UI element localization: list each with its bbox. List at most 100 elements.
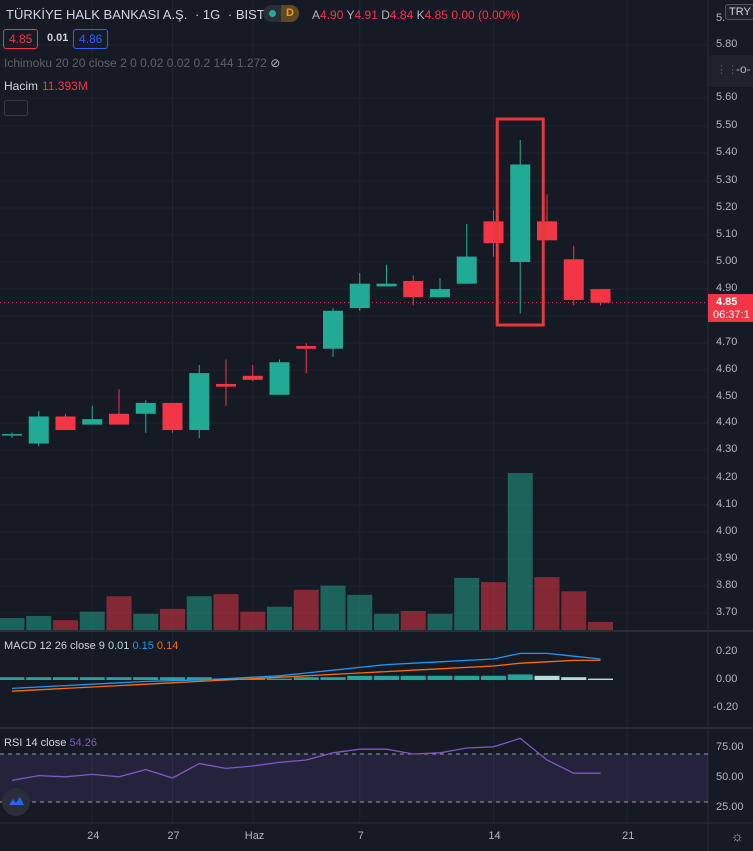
candle-body — [323, 310, 343, 349]
candle-body — [430, 289, 450, 298]
axis-controls[interactable]: ⋮⋮ -o- — [708, 55, 753, 87]
time-tick: 21 — [622, 830, 635, 842]
volume-bar — [320, 585, 346, 630]
time-tick: 27 — [167, 830, 180, 842]
price-tick: 3.80 — [716, 579, 738, 591]
candle-body — [456, 256, 477, 284]
volume-bar — [374, 613, 399, 630]
volume-bar — [347, 594, 373, 630]
price-tick: 4.10 — [716, 498, 738, 510]
volume-bar — [186, 596, 212, 630]
time-tick: 24 — [87, 830, 100, 842]
eye-hidden-icon[interactable]: ⊘ — [270, 56, 281, 70]
volume-bar — [0, 618, 25, 630]
macd-histogram-bar — [427, 675, 453, 680]
macd-histogram-bar — [0, 677, 25, 680]
last-price-tag: 4.85 06:37:1 — [708, 294, 753, 322]
macd-histogram-bar — [293, 677, 319, 680]
currency-button[interactable]: TRY — [725, 4, 753, 20]
candle-body — [216, 383, 236, 387]
macd-histogram-bar — [186, 677, 212, 680]
price-tick: 5.80 — [716, 38, 738, 50]
price-tick: 4.60 — [716, 363, 738, 375]
volume-bar — [588, 621, 613, 630]
volume-bar — [79, 611, 105, 630]
ichimoku-legend[interactable]: Ichimoku 20 20 close 2 0 0.02 0.02 0.2 1… — [4, 56, 281, 70]
price-tick: 3.70 — [716, 606, 738, 618]
price-tick: 4.20 — [716, 471, 738, 483]
volume-bar — [26, 615, 52, 630]
price-tick: 5.40 — [716, 146, 738, 158]
symbol-title: TÜRKİYE HALK BANKASI A.Ş. · 1G · BIST — [6, 7, 265, 22]
candle-body — [483, 221, 504, 244]
volume-bar — [427, 613, 453, 630]
volume-bar — [507, 472, 533, 630]
candle-body — [563, 259, 584, 300]
drag-handle-icon[interactable]: ⋮⋮ — [716, 64, 738, 76]
candle-body — [109, 413, 129, 425]
macd-histogram-bar — [507, 674, 533, 680]
candle-body — [28, 416, 49, 444]
rsi-line — [11, 737, 601, 782]
macd-line — [11, 652, 601, 690]
market-status-badge[interactable]: D — [263, 5, 299, 22]
macd-histogram-bar — [160, 677, 185, 680]
candle-body — [590, 289, 611, 303]
price-tick: 5.30 — [716, 174, 738, 186]
macd-histogram-bar — [454, 675, 480, 680]
candle-body — [376, 283, 397, 287]
macd-histogram-bar — [588, 678, 613, 680]
macd-histogram-bar — [133, 677, 159, 680]
volume-bar — [160, 608, 185, 630]
price-tick: 4.50 — [716, 390, 738, 402]
ohlc-legend: A4.90 Y4.91 D4.84 K4.85 0.00 (0.00%) — [312, 8, 521, 22]
volume-bar — [267, 606, 292, 630]
macd-histogram-bar — [213, 678, 239, 680]
candle-body — [55, 416, 76, 431]
volume-bar — [213, 594, 239, 630]
volume-bar — [481, 582, 506, 630]
spread-value: 0.01 — [47, 32, 69, 44]
volume-bar — [454, 577, 480, 630]
candle-body — [403, 280, 424, 298]
candle-body — [296, 346, 317, 349]
macd-histogram-bar — [79, 677, 105, 680]
price-tick: 5.10 — [716, 228, 738, 240]
time-tick: Haz — [244, 830, 265, 842]
rsi-legend[interactable]: RSI 14 close 54.26 — [4, 737, 97, 749]
macd-histogram-bar — [481, 675, 506, 680]
price-tick: 4.70 — [716, 336, 738, 348]
price-tick: 4.30 — [716, 443, 738, 455]
scale-icon[interactable]: -o- — [736, 62, 751, 76]
indicator-axis-tick: 0.00 — [716, 673, 738, 685]
indicator-axis-tick: 50.00 — [716, 771, 744, 783]
volume-legend[interactable]: Hacim 11.393M — [4, 79, 88, 93]
time-tick: 14 — [488, 830, 501, 842]
sell-price-button[interactable]: 4.85 — [3, 29, 39, 49]
candle-body — [349, 283, 370, 309]
macd-legend[interactable]: MACD 12 26 close 9 0.01 0.15 0.14 — [4, 640, 179, 652]
tradingview-logo-button[interactable] — [2, 788, 30, 816]
price-tick: 5.00 — [716, 255, 738, 267]
candle-body — [269, 362, 290, 395]
indicator-axis-tick: -0.20 — [713, 701, 739, 713]
time-tick: 7 — [357, 830, 364, 842]
macd-histogram-bar — [561, 677, 587, 680]
volume-bar — [133, 613, 159, 630]
price-tick: 4.40 — [716, 416, 738, 428]
volume-bar — [53, 620, 78, 630]
candle-body — [2, 434, 22, 436]
macd-histogram-bar — [267, 678, 292, 680]
macd-histogram-bar — [53, 677, 78, 680]
indicator-axis-tick: 0.20 — [716, 645, 738, 657]
collapse-legend-button[interactable] — [4, 100, 28, 116]
settings-sun-icon[interactable]: ☼ — [731, 828, 744, 844]
volume-bar — [106, 596, 132, 630]
macd-histogram-bar — [240, 678, 266, 680]
indicator-axis-tick: 25.00 — [716, 801, 744, 813]
macd-histogram-bar — [106, 677, 132, 680]
buy-price-button[interactable]: 4.86 — [73, 29, 109, 49]
macd-histogram-bar — [534, 675, 560, 680]
candle-body — [537, 221, 557, 241]
